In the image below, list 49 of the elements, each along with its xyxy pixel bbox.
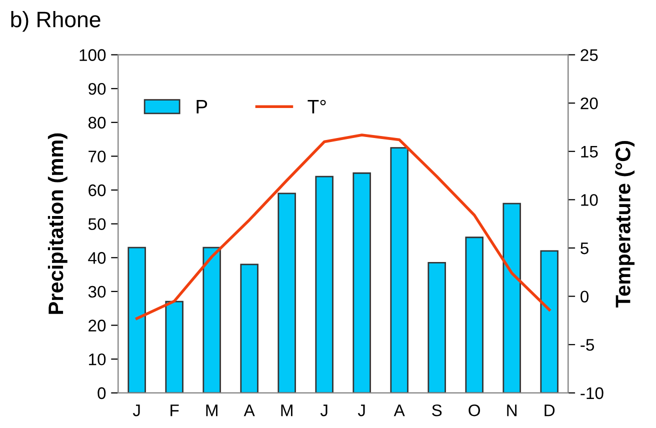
chart-title: b) Rhone bbox=[11, 11, 100, 32]
x-tick-label: A bbox=[244, 404, 255, 416]
x-tick-label: F bbox=[170, 404, 179, 416]
x-tick-label: M bbox=[281, 404, 292, 416]
x-tick-label: J bbox=[358, 404, 365, 416]
x-tick-label: N bbox=[507, 404, 517, 416]
legend-label: P bbox=[196, 100, 208, 114]
y-tick-label: 20 bbox=[88, 320, 106, 332]
y-tick-label: 0 bbox=[98, 387, 106, 400]
y2-tick-label: 5 bbox=[580, 242, 588, 254]
x-tick-label: D bbox=[544, 404, 555, 416]
y2-tick-label: 15 bbox=[581, 146, 598, 158]
bar bbox=[428, 262, 446, 393]
y-tick-label: 10 bbox=[89, 353, 106, 366]
y2-axis-title: Temperature (°C) bbox=[615, 141, 635, 308]
y-tick-label: 100 bbox=[80, 49, 106, 61]
legend-label: T° bbox=[308, 100, 326, 114]
y-tick-label: 70 bbox=[88, 150, 106, 162]
bar bbox=[390, 147, 408, 393]
bar bbox=[165, 300, 184, 393]
bar bbox=[352, 172, 371, 393]
x-tick-label: O bbox=[468, 404, 480, 416]
x-tick-label: J bbox=[132, 404, 140, 416]
bar bbox=[502, 202, 521, 393]
y2-tick-label: 0 bbox=[580, 290, 589, 302]
y2-tick-label: 25 bbox=[580, 49, 598, 61]
bar bbox=[540, 250, 558, 393]
bar bbox=[240, 264, 258, 393]
y2-tick-label: -5 bbox=[580, 339, 594, 351]
y-tick-label: 60 bbox=[88, 184, 106, 196]
bar bbox=[128, 246, 146, 393]
y-tick-label: 30 bbox=[88, 286, 106, 298]
y2-tick-label: -10 bbox=[580, 387, 604, 400]
bar bbox=[465, 236, 484, 393]
x-tick-label: A bbox=[394, 404, 405, 416]
y-axis-title: Precipitation (mm) bbox=[48, 133, 68, 314]
y2-tick-label: 10 bbox=[581, 194, 598, 206]
y-tick-label: 50 bbox=[88, 218, 106, 230]
y-tick-label: 90 bbox=[88, 82, 106, 95]
line-series bbox=[135, 134, 551, 320]
y2-tick-label: 20 bbox=[580, 97, 598, 110]
y-tick-label: 40 bbox=[88, 252, 106, 264]
x-tick-label: J bbox=[320, 404, 328, 416]
bar bbox=[202, 246, 221, 393]
bar bbox=[315, 176, 334, 393]
bar bbox=[278, 192, 296, 393]
x-tick-label: S bbox=[432, 404, 442, 416]
y-tick-label: 80 bbox=[88, 116, 106, 129]
x-tick-label: M bbox=[206, 404, 218, 416]
